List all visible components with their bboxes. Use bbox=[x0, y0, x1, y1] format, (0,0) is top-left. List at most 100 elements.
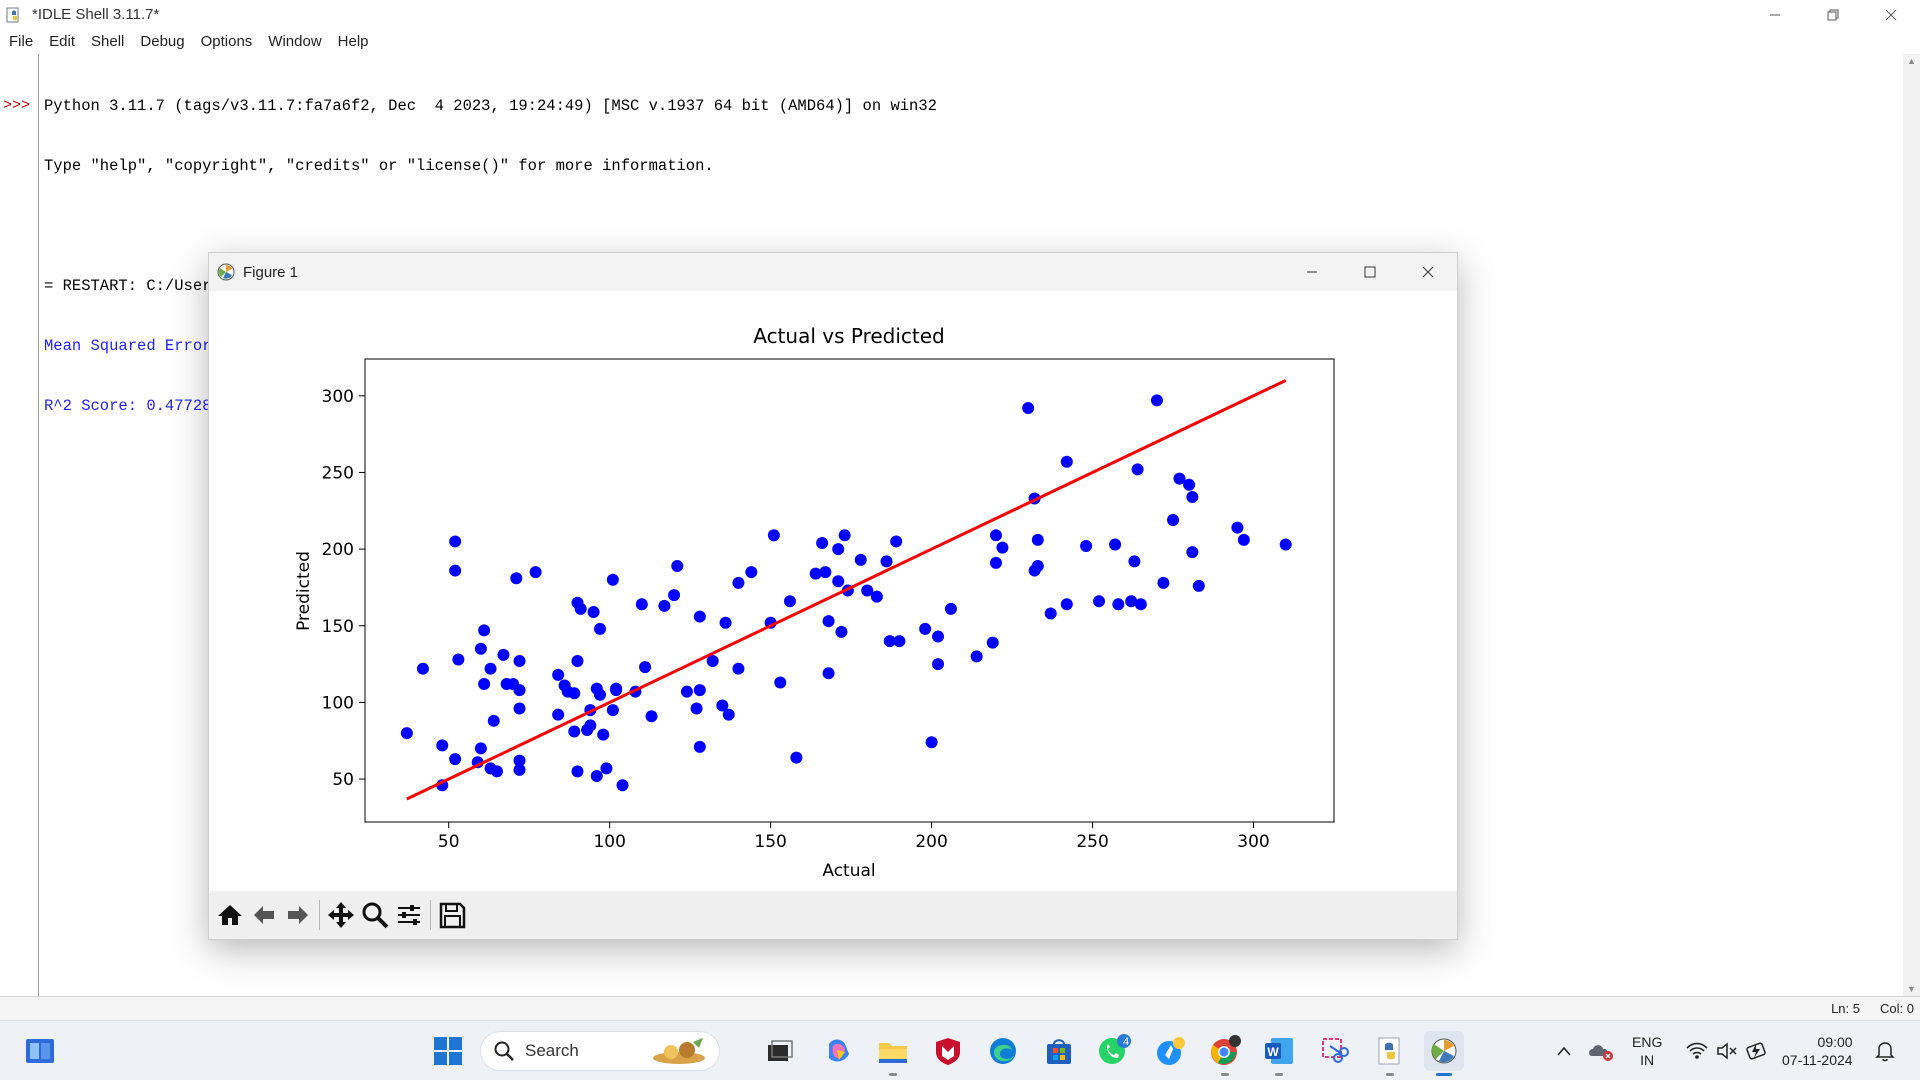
data-point bbox=[1150, 394, 1163, 407]
notifications-button[interactable] bbox=[1870, 1031, 1900, 1071]
data-point bbox=[449, 535, 462, 548]
regression-line bbox=[406, 379, 1287, 801]
snipping-tool-button[interactable] bbox=[1315, 1031, 1355, 1071]
window-title: *IDLE Shell 3.11.7* bbox=[32, 6, 160, 23]
data-point bbox=[474, 642, 487, 655]
minimize-button[interactable] bbox=[1746, 0, 1804, 29]
data-point bbox=[452, 653, 465, 666]
matplotlib-figure-button[interactable] bbox=[1424, 1031, 1464, 1071]
data-point bbox=[668, 589, 681, 602]
python-file-button[interactable] bbox=[1370, 1031, 1410, 1071]
data-point bbox=[513, 655, 526, 668]
menu-shell[interactable]: Shell bbox=[91, 33, 125, 50]
word-button[interactable]: W bbox=[1259, 1031, 1299, 1071]
data-point bbox=[809, 567, 822, 580]
data-point bbox=[416, 662, 429, 675]
wifi-icon bbox=[1686, 1042, 1708, 1059]
back-button[interactable] bbox=[247, 898, 281, 932]
menu-window[interactable]: Window bbox=[268, 33, 322, 50]
restore-button[interactable] bbox=[1804, 0, 1862, 29]
figure-maximize-button[interactable] bbox=[1341, 253, 1399, 291]
data-point bbox=[783, 595, 796, 608]
copilot-button[interactable] bbox=[818, 1031, 858, 1071]
save-figure-button[interactable] bbox=[435, 898, 469, 932]
running-indicator bbox=[1386, 1073, 1394, 1076]
show-hidden-icons-button[interactable] bbox=[1552, 1031, 1576, 1071]
wifi-button[interactable] bbox=[1682, 1031, 1712, 1071]
zoom-button[interactable] bbox=[358, 898, 392, 932]
data-point bbox=[1031, 533, 1044, 546]
figure-minimize-button[interactable] bbox=[1283, 253, 1341, 291]
data-point bbox=[835, 625, 848, 638]
data-point bbox=[568, 687, 581, 700]
data-point bbox=[478, 678, 491, 691]
output-line: Python 3.11.7 (tags/v3.11.7:fa7a6f2, Dec… bbox=[44, 97, 937, 115]
data-point bbox=[970, 650, 983, 663]
pan-button[interactable] bbox=[324, 898, 358, 932]
data-point bbox=[490, 765, 503, 778]
start-button[interactable] bbox=[428, 1031, 468, 1071]
sticky-app-button[interactable] bbox=[1151, 1031, 1191, 1071]
x-tick-label: 50 bbox=[438, 832, 460, 852]
data-point bbox=[1279, 538, 1292, 551]
data-point bbox=[571, 765, 584, 778]
data-point bbox=[606, 573, 619, 586]
mcafee-button[interactable] bbox=[928, 1031, 968, 1071]
data-point bbox=[822, 667, 835, 680]
widgets-button[interactable] bbox=[20, 1031, 60, 1071]
configure-subplots-button[interactable] bbox=[392, 898, 426, 932]
app-icon bbox=[1157, 1037, 1185, 1065]
data-point bbox=[732, 576, 745, 589]
close-button[interactable] bbox=[1862, 0, 1920, 29]
menu-file[interactable]: File bbox=[9, 33, 34, 50]
whatsapp-button[interactable]: 4 bbox=[1094, 1031, 1134, 1071]
system-clock[interactable]: 09:00 07-11-2024 bbox=[1782, 1033, 1853, 1069]
scroll-up-icon[interactable]: ▲ bbox=[1907, 56, 1916, 66]
edge-button[interactable] bbox=[983, 1031, 1023, 1071]
data-point bbox=[1031, 559, 1044, 572]
data-point bbox=[587, 605, 600, 618]
data-point bbox=[925, 736, 938, 749]
plot-canvas[interactable]: Actual vs Predicted 50 100 150 200 250 300 50… bbox=[209, 291, 1457, 891]
running-indicator bbox=[1221, 1073, 1229, 1076]
output-line bbox=[44, 216, 937, 236]
figure-close-button[interactable] bbox=[1399, 253, 1457, 291]
data-point bbox=[584, 719, 597, 732]
data-point bbox=[1134, 598, 1147, 611]
data-point bbox=[487, 714, 500, 727]
file-explorer-button[interactable] bbox=[873, 1031, 913, 1071]
taskbar-search[interactable]: Search bbox=[480, 1031, 720, 1071]
menu-help[interactable]: Help bbox=[337, 33, 369, 50]
menu-options[interactable]: Options bbox=[200, 33, 253, 50]
menu-debug[interactable]: Debug bbox=[140, 33, 185, 50]
folder-icon bbox=[879, 1043, 907, 1063]
task-view-button[interactable] bbox=[760, 1031, 800, 1071]
volume-muted-icon bbox=[1717, 1042, 1737, 1060]
prompt-gutter: >>> bbox=[0, 54, 39, 996]
volume-button[interactable] bbox=[1712, 1031, 1742, 1071]
toolbar-separator bbox=[430, 900, 431, 930]
store-button[interactable] bbox=[1039, 1031, 1079, 1071]
forward-button[interactable] bbox=[281, 898, 315, 932]
word-icon: W bbox=[1265, 1038, 1293, 1064]
data-point bbox=[893, 635, 906, 648]
matplotlib-icon bbox=[1431, 1038, 1457, 1064]
data-point bbox=[919, 622, 932, 635]
input-language[interactable]: ENG IN bbox=[1632, 1033, 1662, 1069]
data-point bbox=[745, 566, 758, 579]
onedrive-status-button[interactable] bbox=[1584, 1031, 1618, 1071]
data-point bbox=[1044, 607, 1057, 620]
y-tick-label: 50 bbox=[332, 770, 354, 790]
menu-edit[interactable]: Edit bbox=[49, 33, 76, 50]
taskbar: Search 4 W bbox=[0, 1020, 1920, 1080]
data-point bbox=[568, 725, 581, 738]
scroll-down-icon[interactable]: ▼ bbox=[1907, 984, 1916, 994]
data-point bbox=[722, 708, 735, 721]
home-button[interactable] bbox=[213, 898, 247, 932]
battery-button[interactable] bbox=[1742, 1031, 1772, 1071]
data-point bbox=[552, 708, 565, 721]
chrome-button[interactable] bbox=[1205, 1031, 1245, 1071]
search-label: Search bbox=[525, 1041, 579, 1060]
vertical-scrollbar[interactable]: ▲ ▼ bbox=[1903, 54, 1920, 996]
data-point bbox=[767, 529, 780, 542]
